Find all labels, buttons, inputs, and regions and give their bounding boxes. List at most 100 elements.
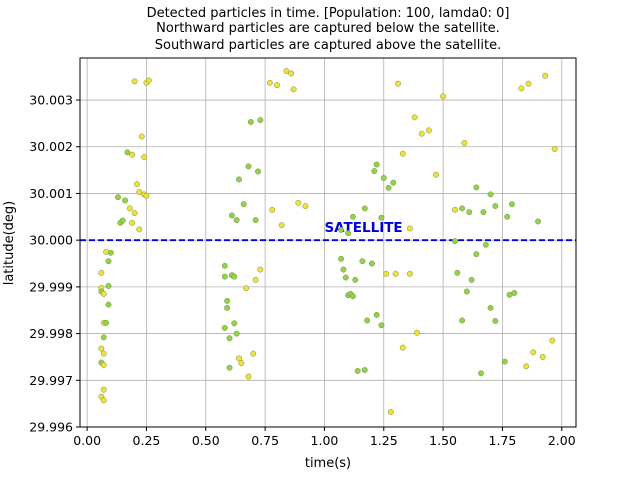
data-point bbox=[136, 189, 143, 196]
data-point bbox=[380, 175, 387, 181]
y-tick-label: 29.996 bbox=[29, 420, 73, 435]
data-point bbox=[290, 86, 297, 93]
satellite-label: SATELLITE bbox=[324, 220, 402, 236]
data-point bbox=[124, 149, 131, 156]
data-point bbox=[378, 214, 385, 221]
data-point bbox=[100, 290, 107, 297]
data-point bbox=[221, 262, 228, 269]
data-point bbox=[236, 355, 242, 362]
y-tick-label: 30.000 bbox=[29, 233, 73, 248]
data-point bbox=[266, 79, 273, 86]
data-point bbox=[411, 114, 418, 121]
data-point bbox=[371, 168, 378, 174]
data-point bbox=[231, 273, 238, 280]
data-point bbox=[103, 248, 110, 255]
x-tick-label: 1.25 bbox=[370, 433, 398, 448]
data-point bbox=[480, 209, 487, 216]
data-point bbox=[345, 230, 352, 237]
x-tick-label: 1.00 bbox=[311, 433, 339, 448]
data-point bbox=[224, 304, 231, 311]
data-point bbox=[361, 367, 368, 373]
data-point bbox=[243, 285, 250, 292]
data-point bbox=[250, 350, 257, 357]
data-point bbox=[224, 297, 231, 304]
data-point bbox=[349, 213, 356, 220]
data-point bbox=[338, 226, 345, 233]
data-point bbox=[368, 260, 375, 267]
data-point bbox=[340, 266, 347, 273]
data-point bbox=[487, 191, 494, 198]
data-point bbox=[247, 119, 254, 125]
data-point bbox=[221, 273, 228, 280]
data-point bbox=[221, 325, 228, 331]
data-point bbox=[134, 181, 140, 188]
data-point bbox=[492, 318, 499, 324]
data-point bbox=[233, 217, 240, 224]
data-point bbox=[392, 270, 399, 277]
data-point bbox=[119, 217, 126, 224]
data-point bbox=[245, 163, 252, 170]
x-tick-label: 1.50 bbox=[429, 433, 457, 448]
data-point bbox=[105, 258, 112, 265]
data-point bbox=[131, 210, 138, 217]
data-point bbox=[352, 276, 359, 283]
data-point bbox=[501, 358, 508, 365]
data-point bbox=[473, 184, 480, 191]
data-point bbox=[518, 85, 525, 92]
data-point bbox=[288, 70, 295, 77]
data-point bbox=[535, 218, 541, 225]
data-point bbox=[387, 409, 394, 416]
data-point bbox=[406, 225, 413, 232]
data-point bbox=[274, 82, 280, 89]
data-point bbox=[129, 219, 136, 226]
x-tick-label: 1.75 bbox=[489, 433, 517, 448]
data-point bbox=[269, 206, 276, 213]
data-point bbox=[383, 270, 390, 277]
data-point bbox=[463, 288, 470, 295]
data-point bbox=[145, 77, 152, 84]
chart-title-line-2: Northward particles are captured below t… bbox=[156, 21, 500, 36]
data-point bbox=[459, 317, 466, 324]
data-point bbox=[231, 320, 238, 327]
data-point bbox=[511, 289, 518, 296]
x-tick-label: 0.50 bbox=[192, 433, 220, 448]
data-point bbox=[240, 201, 247, 208]
data-point bbox=[98, 345, 105, 352]
data-point bbox=[129, 151, 136, 158]
data-point bbox=[418, 130, 425, 137]
data-point bbox=[238, 360, 245, 366]
plot-frame bbox=[79, 57, 577, 428]
data-point bbox=[361, 205, 368, 212]
x-tick-label: 2.00 bbox=[548, 433, 576, 448]
data-point bbox=[487, 304, 494, 311]
data-point bbox=[399, 344, 406, 351]
y-tick-label: 29.998 bbox=[29, 326, 73, 341]
y-tick-label: 29.999 bbox=[29, 279, 73, 294]
data-point bbox=[141, 154, 148, 160]
data-point bbox=[551, 146, 558, 153]
chart-title-line-3: Southward particles are captured above t… bbox=[155, 38, 501, 53]
data-point bbox=[433, 171, 439, 178]
data-point bbox=[257, 266, 264, 273]
data-point bbox=[226, 364, 233, 371]
x-tick-label: 0.00 bbox=[73, 433, 101, 448]
y-axis-ticks: 29.996 29.997 29.998 29.999 30.000 30.001 30.0… bbox=[29, 93, 80, 435]
data-point bbox=[338, 255, 345, 262]
data-point bbox=[364, 317, 371, 324]
data-point bbox=[228, 212, 235, 219]
data-point bbox=[245, 373, 252, 380]
data-point bbox=[440, 93, 447, 100]
data-point bbox=[100, 397, 107, 404]
data-point bbox=[525, 80, 532, 87]
y-tick-label: 30.002 bbox=[29, 139, 73, 154]
data-point bbox=[373, 311, 380, 318]
data-point bbox=[98, 269, 105, 276]
grid-lines bbox=[80, 58, 576, 428]
data-point bbox=[354, 367, 361, 374]
data-point bbox=[131, 78, 138, 85]
y-axis-label: latitude(deg) bbox=[2, 201, 17, 286]
data-point bbox=[349, 293, 356, 300]
data-point bbox=[482, 241, 489, 248]
data-point bbox=[115, 194, 121, 201]
